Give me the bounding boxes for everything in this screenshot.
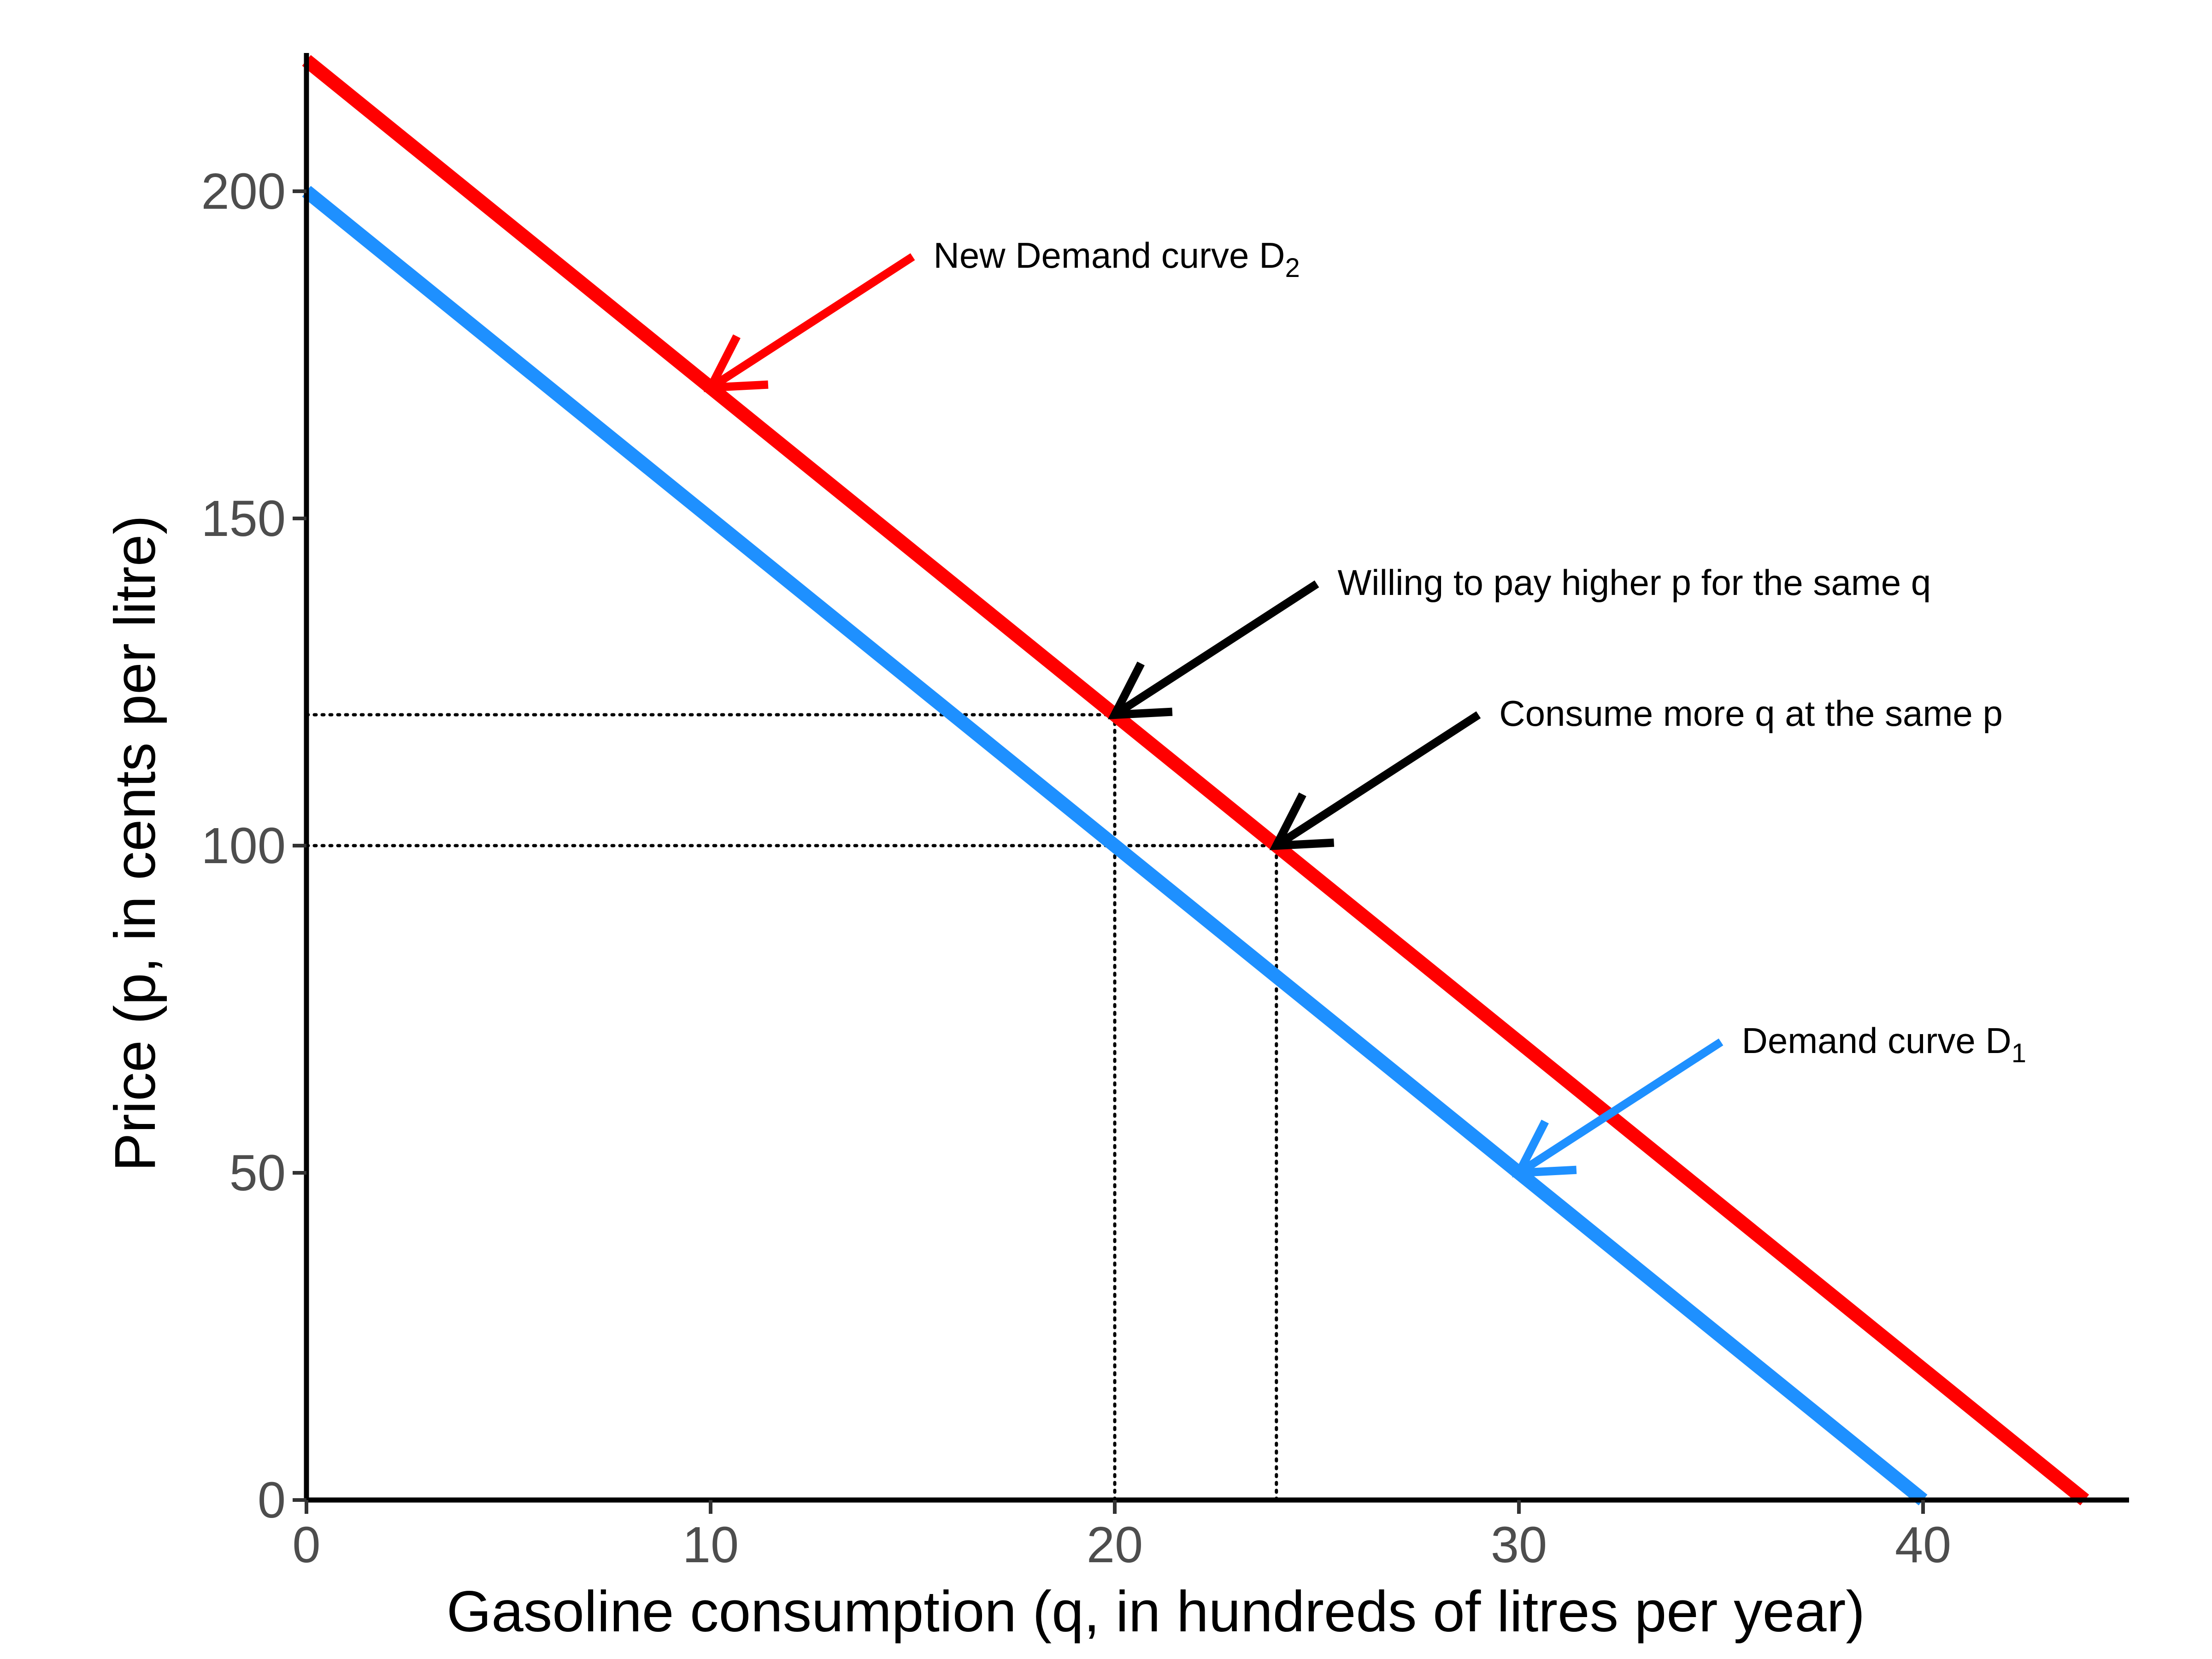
x-tick-label-30: 30 [1491, 1517, 1547, 1573]
arrow-shaft-consume-more [1274, 711, 1481, 849]
y-tick-label-100: 100 [201, 818, 286, 874]
annotation-subscript-new-demand: 2 [1285, 253, 1300, 283]
annotation-label-demand-d1: Demand curve D1 [1742, 1020, 2027, 1068]
y-tick-label-200: 200 [201, 163, 286, 220]
arrow-head-demand-d1 [1512, 1119, 1577, 1177]
arrow-head-new-demand [703, 334, 769, 392]
annotation-text-consume-more: Consume more q at the same p [1499, 693, 2003, 734]
x-tick-label-40: 40 [1895, 1517, 1951, 1573]
arrow-shaft-willing-to-pay [1112, 580, 1319, 718]
annotation-subscript-demand-d1: 1 [2012, 1038, 2026, 1068]
arrow-head-consume-more [1269, 792, 1335, 850]
demand-curves [302, 55, 2089, 1506]
arrow-head-willing-to-pay [1107, 661, 1173, 719]
annotation-label-willing-to-pay: Willing to pay higher p for the same q [1338, 562, 1931, 603]
annotations: New Demand curve D2 Willing to pay higher… [703, 235, 2027, 1177]
series-line-d1 [302, 186, 1928, 1506]
annotation-label-consume-more: Consume more q at the same p [1499, 693, 2003, 734]
annotation-text-demand-d1: Demand curve D [1742, 1020, 2012, 1061]
arrow-shaft-new-demand [708, 253, 915, 391]
x-axis-title: Gasoline consumption (q, in hundreds of … [447, 1580, 1865, 1644]
y-tick-label-50: 50 [229, 1145, 286, 1201]
y-tick-label-0: 0 [258, 1472, 286, 1529]
annotation-text-willing-to-pay: Willing to pay higher p for the same q [1338, 562, 1931, 603]
annotation-text-new-demand: New Demand curve D [934, 235, 1285, 276]
arrow-shaft-demand-d1 [1517, 1038, 1724, 1177]
y-tick-label-150: 150 [201, 490, 286, 547]
x-tick-label-10: 10 [682, 1517, 739, 1573]
axes: 0 10 20 30 40 0 50 100 150 200 [201, 53, 2129, 1573]
series-line-d2 [302, 55, 2089, 1506]
x-tick-label-20: 20 [1087, 1517, 1143, 1573]
y-axis-title: Price (p, in cents per litre) [103, 515, 167, 1171]
x-tick-label-0: 0 [292, 1517, 320, 1573]
annotation-label-new-demand: New Demand curve D2 [934, 235, 1300, 283]
